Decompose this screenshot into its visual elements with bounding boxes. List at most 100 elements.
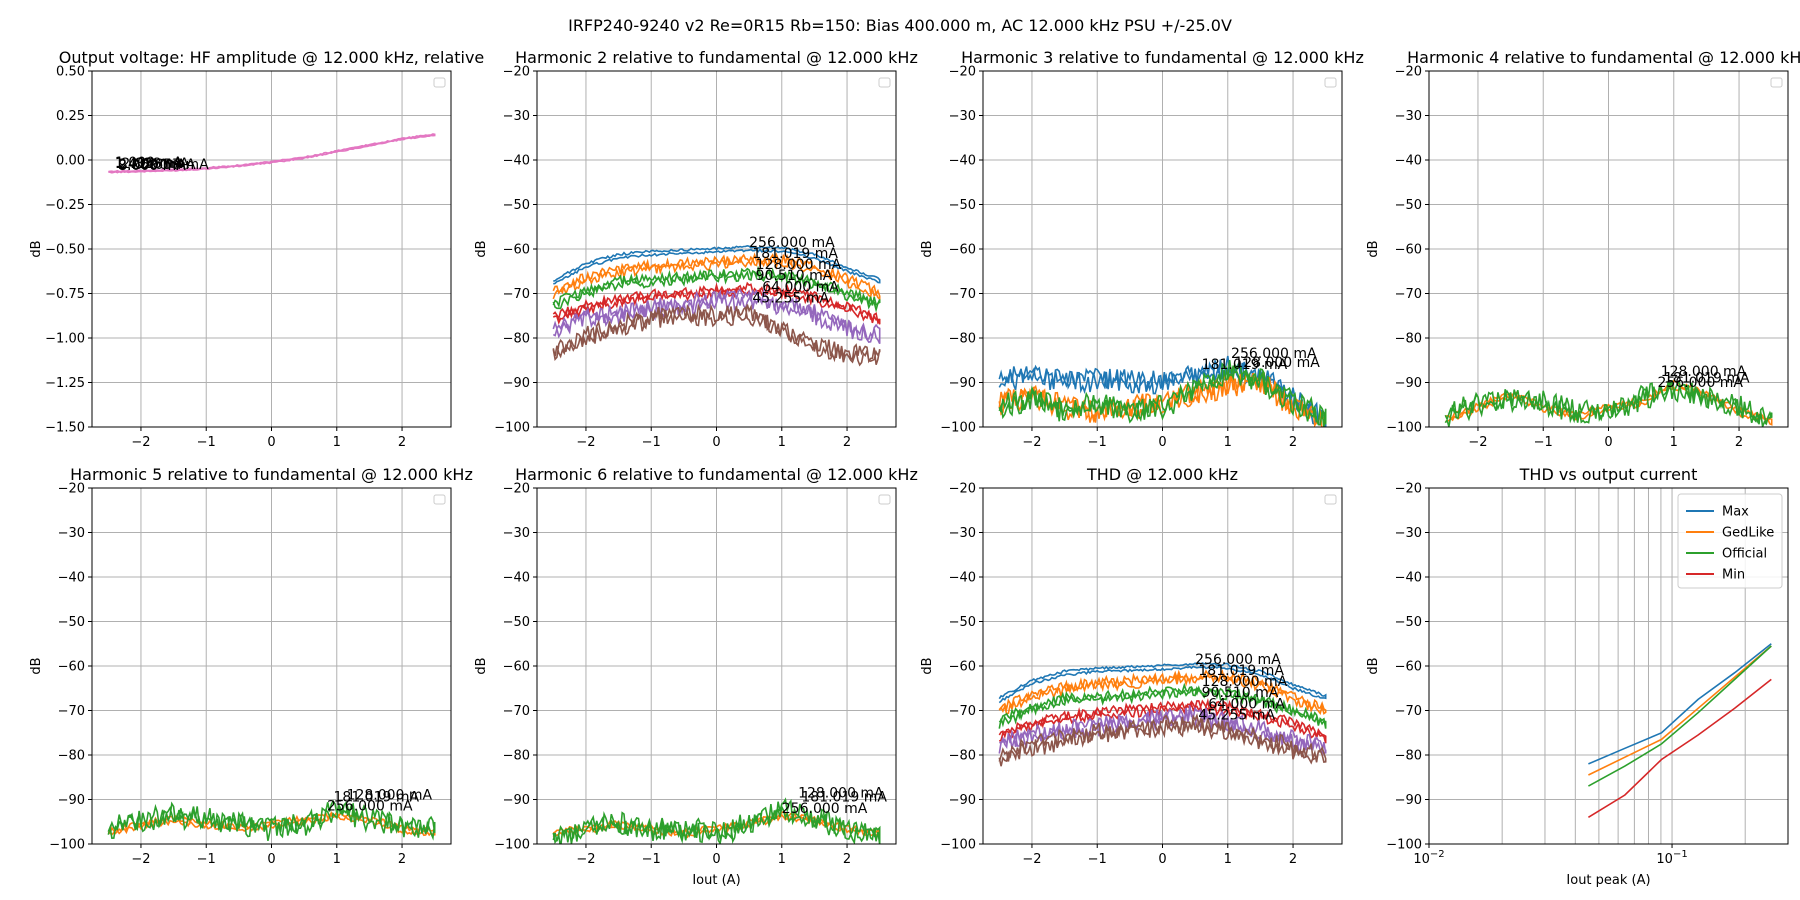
x-tick-label: −1 [197,435,216,450]
curve-label: 1.000 mA [115,155,183,171]
curve-label: 181.019 mA [1664,371,1750,387]
x-tick-label: 2 [843,435,851,450]
y-tick-label: −100 [49,838,85,853]
x-tick-label: −1 [642,435,661,450]
y-tick-label: −60 [949,243,976,258]
y-tick-label: −40 [1395,154,1422,169]
y-tick-label: −100 [494,421,530,436]
curve-label: 128.000 mA [347,788,433,804]
curve-label: 128.000 mA [756,257,842,273]
y-tick-label: −20 [1395,482,1422,497]
x-tick-label: 0 [267,435,275,450]
curve-label: 5.657 mA [141,157,209,173]
y-tick-label: −70 [949,287,976,302]
y-tick-label: −50 [1395,615,1422,630]
y-tick-label: −50 [1395,198,1422,213]
curve-label: 256.000 mA [1195,652,1281,668]
y-tick-label: −70 [949,704,976,719]
y-tick-label: −30 [949,526,976,541]
x-tick-label: −2 [1022,852,1041,867]
curve-label: 256.000 mA [327,799,413,815]
x-tick-label: −1 [1088,435,1107,450]
curve-label: 64.000 mA [762,279,839,295]
series-line-1 [108,133,436,174]
curve-label: 256.000 mA [782,801,868,817]
y-tick-label: −90 [503,376,530,391]
y-tick-label: −100 [940,421,976,436]
series-line-3 [998,359,1327,427]
x-tick-label: 2 [398,435,406,450]
subplot-title: Harmonic 4 relative to fundamental @ 12.… [1407,48,1800,67]
y-tick-label: −40 [58,571,85,586]
y-tick-label: −30 [1395,109,1422,124]
series-line-6 [998,712,1327,767]
x-tick-label: −1 [1534,435,1553,450]
series-group [998,661,1327,767]
y-tick-label: −70 [503,287,530,302]
y-tick-label: −80 [503,749,530,764]
x-tick-label: 1 [778,852,786,867]
y-tick-label: −60 [1395,243,1422,258]
y-tick-label: −0.25 [45,198,85,213]
x-tick-label: 1 [333,852,341,867]
y-tick-label: −50 [503,615,530,630]
y-tick-label: −60 [1395,660,1422,675]
x-tick-label: −1 [1088,852,1107,867]
y-tick-label: −50 [58,615,85,630]
y-tick-label: −20 [1395,65,1422,80]
y-tick-label: −40 [503,571,530,586]
y-tick-label: −90 [949,376,976,391]
subplot-title: Harmonic 6 relative to fundamental @ 12.… [515,465,918,484]
subplot-title: THD @ 12.000 kHz [1086,465,1238,484]
series-line-official [1588,645,1772,787]
y-tick-label: −60 [503,243,530,258]
series-line-2 [552,797,881,844]
y-tick-label: −20 [503,65,530,80]
y-axis-label: dB [474,240,489,257]
legend-box [1677,493,1783,589]
curve-label: 181.019 mA [1198,663,1284,679]
curve-label: 128.000 mA [798,785,884,801]
series-line-3 [998,682,1327,729]
y-tick-label: −60 [58,660,85,675]
curve-label: 181.019 mA [801,790,887,806]
curve-label: 2.000 mA [118,157,186,173]
y-tick-label: −90 [949,793,976,808]
y-tick-label: −90 [1395,793,1422,808]
series-line-gedlike [1588,645,1772,776]
x-tick-label: 0 [1158,852,1166,867]
y-tick-label: −70 [1395,287,1422,302]
subplots: −2 −1 0 1 2 −1.50 −1.25 −1.00 −0.75 −0.50 −0.25 0.0… [29,48,1800,888]
x-axis-label: Iout peak (A) [1566,873,1650,888]
curve-label: 181.019 mA [334,790,420,806]
curve-label: 45.255 mA [1198,707,1275,723]
y-tick-label: −30 [949,109,976,124]
series-line-max [1588,643,1772,765]
subplot-p7: −2 −1 0 1 2 −100 −90 −80 −70 −60 −50 −40 −30 −20 THD @… [920,465,1343,867]
legend-box-empty [1324,77,1337,88]
x-axis-label: Iout (A) [692,873,740,888]
y-tick-label: −20 [58,482,85,497]
subplot-title: Harmonic 5 relative to fundamental @ 12.… [70,465,473,484]
series-line-1 [553,244,881,285]
legend-label: GedLike [1722,526,1774,541]
y-tick-label: −0.50 [45,243,85,258]
legend-box-empty [1324,494,1337,505]
curve-label: 128.000 mA [1202,674,1288,690]
series-line-1 [998,661,1327,704]
series-line-2 [1444,380,1773,427]
curve-label: 45.255 mA [752,290,829,306]
x-tick-label: −2 [576,852,595,867]
subplot-p6: −2 −1 0 1 2 −100 −90 −80 −70 −60 −50 −40 −30 −20Harmo… [474,465,918,888]
y-tick-label: −90 [58,793,85,808]
x-tick-label: 0 [267,852,275,867]
curve-label: 181.019 mA [752,246,838,262]
y-tick-label: −40 [949,571,976,586]
y-tick-label: −1.00 [45,332,85,347]
series-group [552,797,881,844]
curve-label: 64.000 mA [1208,696,1285,712]
x-tick-label: 0 [1604,435,1612,450]
y-tick-label: −80 [1395,332,1422,347]
subplot-title: Harmonic 3 relative to fundamental @ 12.… [961,48,1364,67]
